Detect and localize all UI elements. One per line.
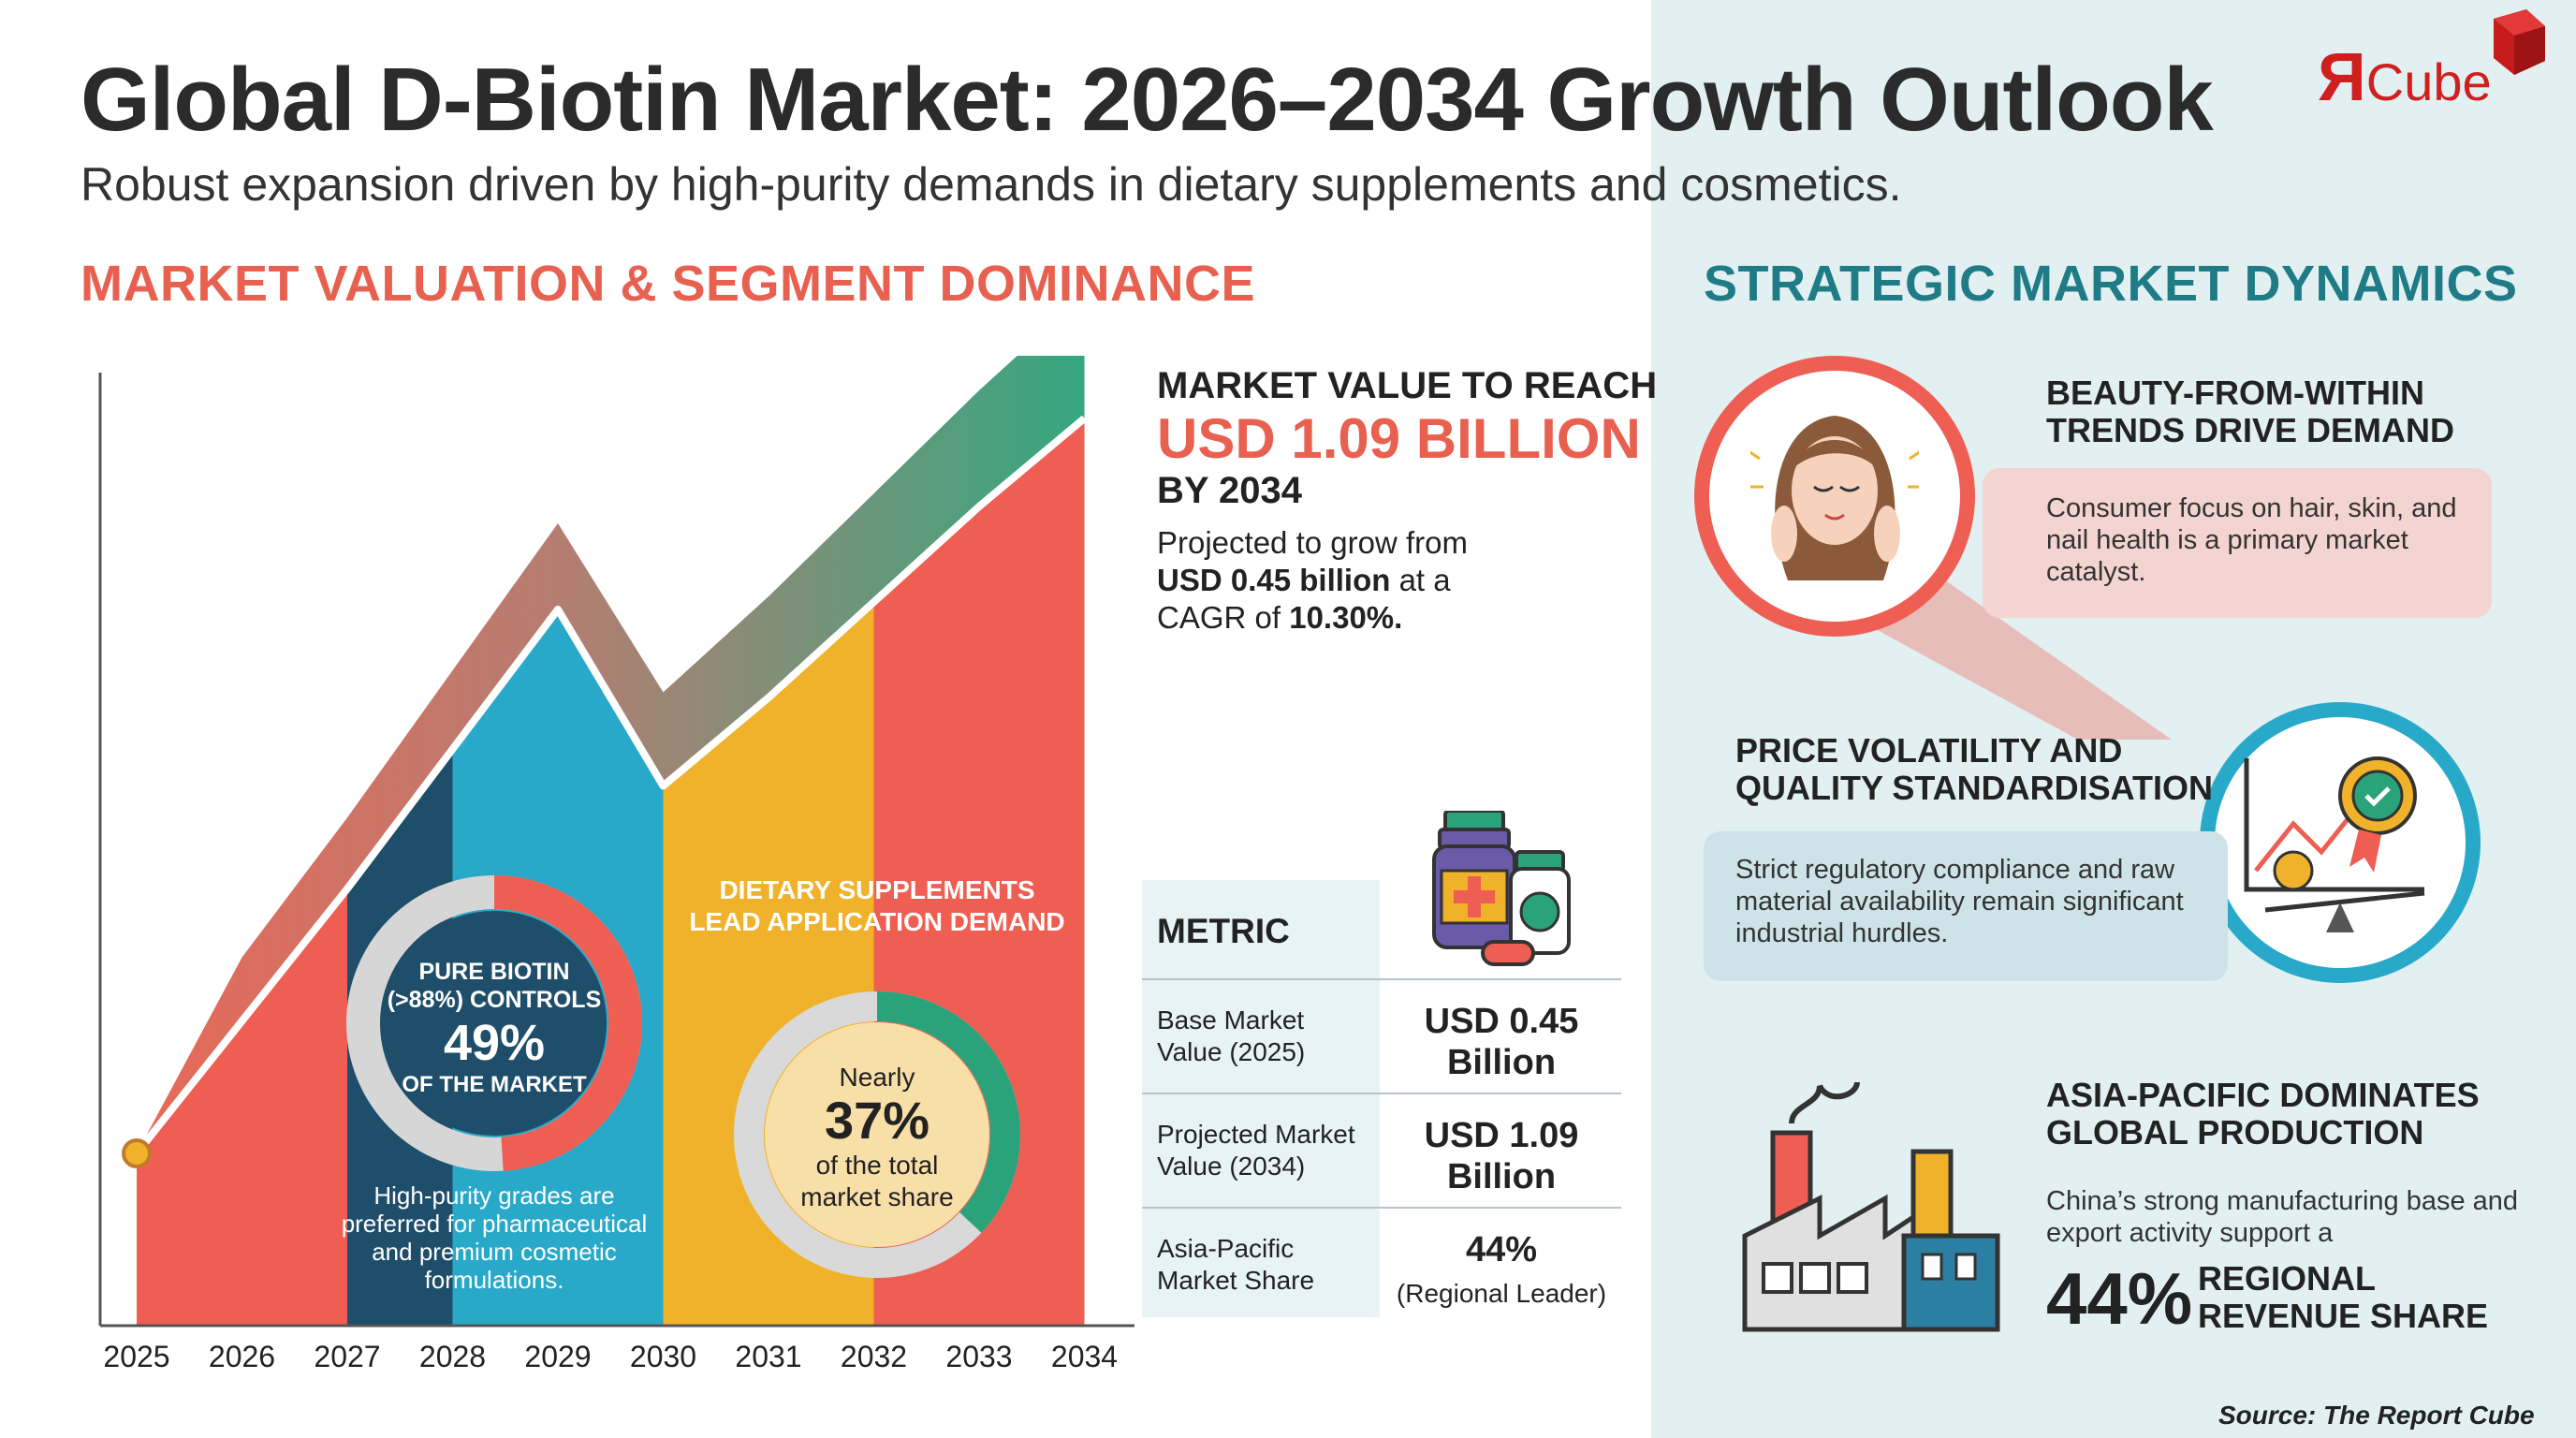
table-row: Asia-Pacific Market Share 44% (Regional … — [1142, 1209, 1621, 1317]
price-volatility-title-2: QUALITY STANDARDISATION — [1735, 769, 2213, 807]
table-divider — [1142, 1207, 1621, 1209]
purity-note-2: preferred for pharmaceutical — [342, 1210, 648, 1238]
projection-base-value: USD 0.45 billion — [1157, 563, 1391, 597]
regional-share-value: 44% — [2046, 1257, 2193, 1340]
x-tick-2034: 2034 — [1051, 1340, 1118, 1373]
beauty-description-pill — [1983, 468, 2492, 618]
supplement-donut — [734, 991, 1020, 1278]
table-row-value: 44% (Regional Leader) — [1382, 1209, 1621, 1317]
beauty-trend-body: Consumer focus on hair, skin, and nail h… — [2046, 493, 2457, 587]
x-tick-2031: 2031 — [735, 1340, 801, 1373]
left-section-heading: MARKET VALUATION & SEGMENT DOMINANCE — [80, 256, 1255, 312]
table-row-value: USD 1.09 Billion — [1382, 1094, 1621, 1207]
asia-pacific-title-1: ASIA-PACIFIC DOMINATES — [2046, 1076, 2480, 1114]
market-value-amount: USD 1.09 BILLION — [1157, 407, 1641, 470]
supplement-heading-1: DIETARY SUPPLEMENTS — [719, 875, 1034, 904]
market-growth-chart: 2025 2026 2027 2028 2029 2030 2031 2032 2033 2034… — [98, 356, 1134, 1373]
logo-r-glyph: Я — [2318, 40, 2366, 115]
scale-certificate-icon — [2244, 756, 2425, 932]
metric-header-label: METRIC — [1157, 912, 1290, 950]
start-value-dot — [122, 1137, 152, 1168]
table-divider — [1142, 978, 1621, 980]
x-tick-2032: 2032 — [841, 1340, 907, 1373]
page-title: Global D-Biotin Market: 2026–2034 Growth… — [80, 50, 2214, 150]
factory-icon — [1742, 1081, 2000, 1332]
market-value-year: BY 2034 — [1157, 470, 1302, 511]
source-note: Source: The Report Cube — [2218, 1401, 2535, 1430]
regional-share-label-1: REGIONAL — [2198, 1259, 2377, 1298]
price-volatility-title-1: PRICE VOLATILITY AND — [1735, 731, 2123, 770]
x-tick-2029: 2029 — [524, 1340, 591, 1373]
purity-note-1: High-purity grades are — [373, 1181, 614, 1210]
logo-wordmark: ЯCube — [2318, 39, 2492, 116]
table-row-label: Projected Market Value (2034) — [1142, 1094, 1380, 1207]
regional-share-label-2: REVENUE SHARE — [2198, 1297, 2489, 1335]
right-section-heading: STRATEGIC MARKET DYNAMICS — [1704, 256, 2518, 312]
asia-pacific-title: ASIA-PACIFIC DOMINATES GLOBAL PRODUCTION — [2046, 1077, 2480, 1152]
asia-pacific-body: China’s strong manufacturing base and ex… — [2046, 1186, 2519, 1248]
x-tick-2033: 2033 — [945, 1340, 1012, 1373]
woman-face-icon — [1750, 416, 1919, 580]
projection-cagr-prefix: CAGR of — [1157, 600, 1281, 635]
x-tick-2027: 2027 — [314, 1340, 380, 1373]
price-volatility-body: Strict regulatory compliance and raw mat… — [1735, 855, 2184, 948]
regional-share-label: REGIONAL REVENUE SHARE — [2198, 1260, 2488, 1335]
table-row-label: Base Market Value (2025) — [1142, 980, 1380, 1093]
price-volatility-title: PRICE VOLATILITY AND QUALITY STANDARDISA… — [1735, 732, 2213, 807]
table-row-label: Asia-Pacific Market Share — [1142, 1209, 1380, 1317]
metric-header-cell: METRIC — [1142, 880, 1380, 978]
table-row: Projected Market Value (2034) USD 1.09 B… — [1142, 1094, 1621, 1207]
supplement-heading-2: LEAD APPLICATION DEMAND — [689, 907, 1064, 936]
x-tick-2025: 2025 — [103, 1340, 169, 1373]
purity-note-4: formulations. — [425, 1266, 564, 1294]
purity-line-1: PURE BIOTIN — [418, 959, 569, 985]
supplement-bottles-icon — [1432, 811, 1571, 966]
supplement-suffix-1: of the total — [816, 1151, 939, 1180]
logo-word: Cube — [2365, 52, 2492, 111]
page-subtitle: Robust expansion driven by high-purity d… — [80, 158, 1902, 211]
purity-line-2: (>88%) CONTROLS — [388, 987, 602, 1013]
projection-text: Projected to grow from USD 0.45 billion … — [1157, 524, 1550, 637]
x-tick-2026: 2026 — [209, 1340, 275, 1373]
projection-cagr: 10.30%. — [1289, 600, 1403, 635]
table-row-value: USD 0.45 Billion — [1382, 980, 1621, 1093]
beauty-trend-title: BEAUTY-FROM-WITHIN TRENDS DRIVE DEMAND — [2046, 374, 2454, 449]
table-row-value-main: 44% — [1465, 1230, 1538, 1269]
x-tick-2030: 2030 — [630, 1340, 696, 1373]
projection-mid: at a — [1398, 563, 1451, 597]
asia-pacific-title-2: GLOBAL PRODUCTION — [2046, 1113, 2424, 1152]
supplement-suffix-2: market share — [800, 1182, 953, 1211]
table-row: Base Market Value (2025) USD 0.45 Billio… — [1142, 980, 1621, 1093]
table-row-value-note: (Regional Leader) — [1396, 1279, 1607, 1308]
table-divider — [1142, 1093, 1621, 1094]
projection-prefix: Projected to grow from — [1157, 525, 1468, 560]
segment-area-2025-2027 — [137, 888, 347, 1326]
trend-line — [133, 415, 1088, 1156]
report-cube-logo — [2316, 9, 2559, 131]
beauty-trend-title-1: BEAUTY-FROM-WITHIN — [2046, 374, 2424, 412]
purity-donut — [346, 875, 642, 1171]
beauty-trend-title-2: TRENDS DRIVE DEMAND — [2046, 411, 2455, 449]
supplement-prefix: Nearly — [840, 1063, 915, 1092]
trend-band — [137, 356, 1085, 1153]
purity-value: 49% — [444, 1015, 545, 1071]
price-description-pill — [1704, 831, 2228, 981]
supplement-value: 37% — [825, 1091, 929, 1150]
market-value-label: MARKET VALUE TO REACH — [1157, 365, 1658, 406]
x-tick-2028: 2028 — [419, 1340, 486, 1373]
purity-line-3: OF THE MARKET — [402, 1072, 587, 1097]
purity-note-3: and premium cosmetic — [372, 1238, 617, 1266]
